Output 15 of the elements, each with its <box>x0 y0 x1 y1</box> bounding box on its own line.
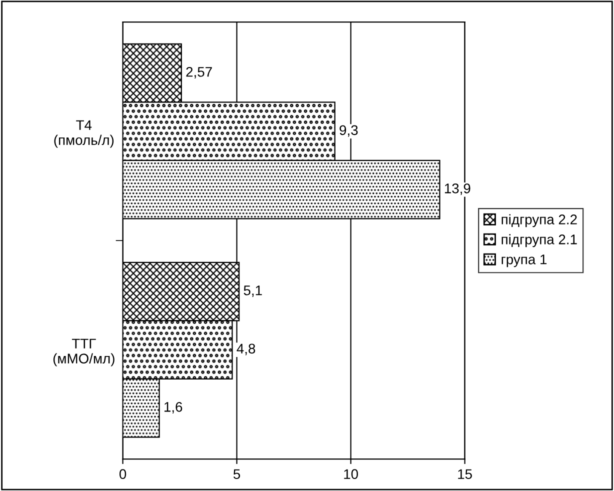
y-tick-label: Т4 (пмоль/л) <box>54 120 114 148</box>
data-label: 1,6 <box>164 402 182 414</box>
x-tick-label: 0 <box>119 469 126 480</box>
legend-label: група 1 <box>502 254 547 268</box>
data-label: 9,3 <box>340 125 358 137</box>
y-tick-label: ТТГ (мМО/мл) <box>53 338 114 366</box>
x-tick-label: 15 <box>458 469 472 480</box>
data-label: 4,8 <box>236 344 256 356</box>
data-label: 5,1 <box>244 286 262 297</box>
legend-label: підгрупа 2.1 <box>502 234 577 248</box>
data-label: 13,9 <box>444 184 470 195</box>
x-tick-label: 5 <box>233 469 240 480</box>
legend-label: підгрупа 2.2 <box>502 214 577 228</box>
x-tick-label: 10 <box>344 469 358 480</box>
data-label: 2,57 <box>186 66 212 78</box>
